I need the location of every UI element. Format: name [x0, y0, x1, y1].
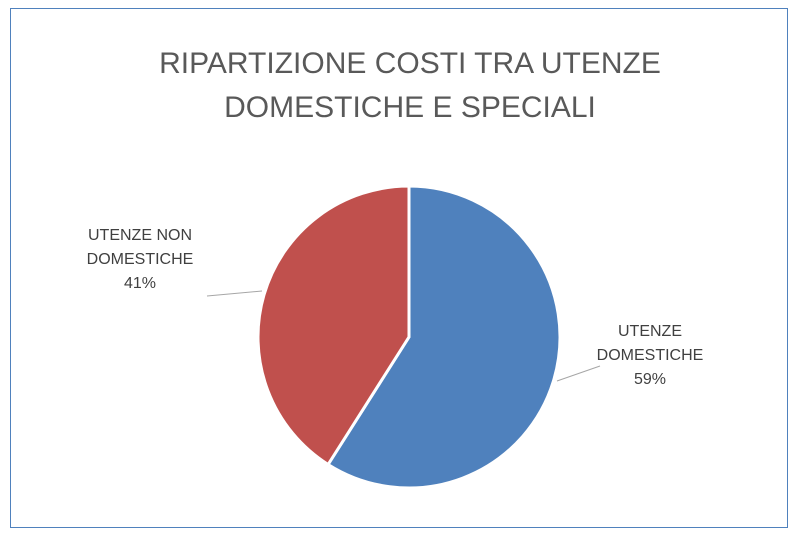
leader-line	[556, 365, 601, 382]
category-label: UTENZE DOMESTICHE	[596, 323, 704, 364]
chart-frame	[10, 8, 788, 528]
value-label: 59%	[633, 371, 667, 388]
pie-slice	[326, 184, 562, 490]
slice-label: UTENZE DOMESTICHE 59%	[590, 320, 710, 392]
leader-line	[206, 290, 263, 297]
chart-title: RIPARTIZIONE COSTI TRA UTENZE DOMESTICHE…	[159, 47, 661, 124]
value-label: 41%	[123, 275, 157, 292]
pie-slice	[256, 184, 411, 466]
category-label: UTENZE NON DOMESTICHE	[86, 227, 194, 268]
slice-label: UTENZE NON DOMESTICHE 41%	[85, 224, 195, 296]
